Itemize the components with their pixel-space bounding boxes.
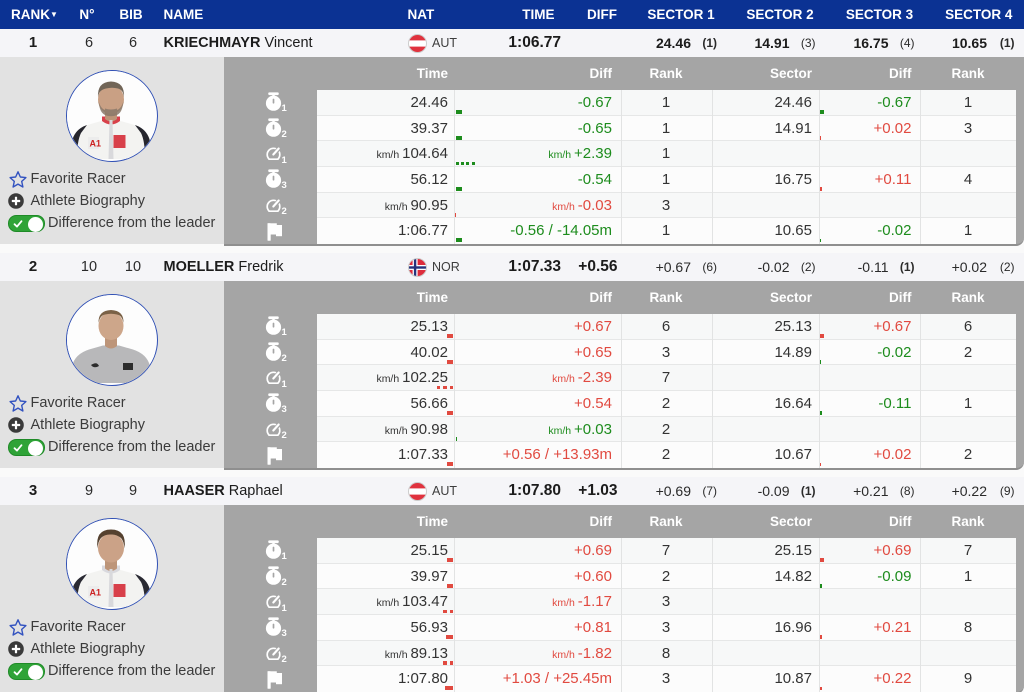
svg-text:A1: A1 <box>90 139 102 149</box>
svg-text:A1: A1 <box>90 588 102 598</box>
